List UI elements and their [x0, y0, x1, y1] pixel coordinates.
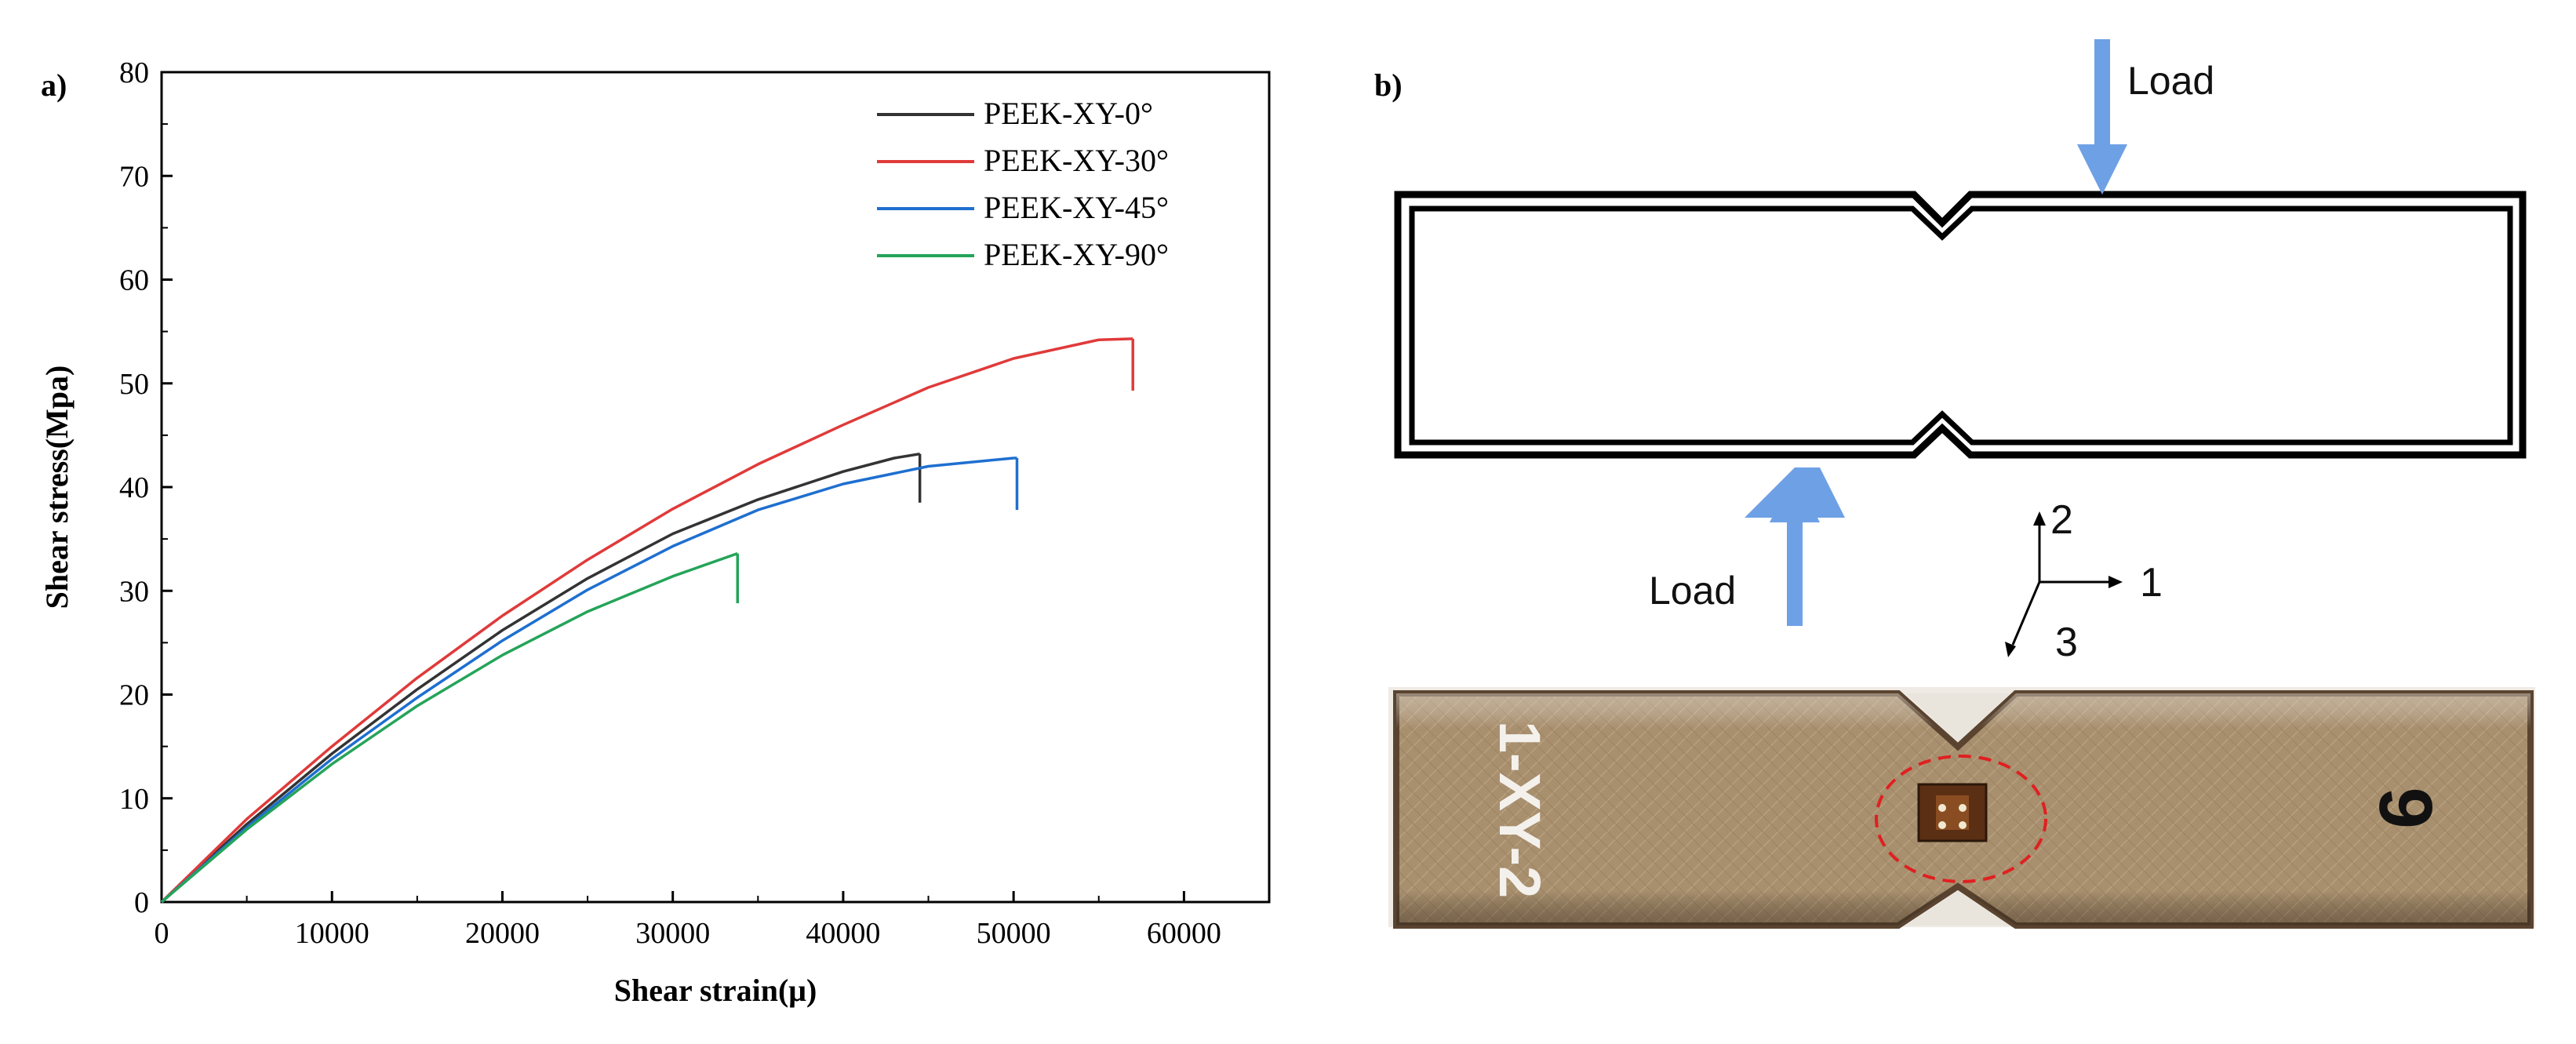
- x-tick-label: 50000: [977, 917, 1051, 950]
- specimen-marking-left: 1-XY-2: [1487, 721, 1552, 898]
- legend-label: PEEK-XY-90°: [984, 237, 1169, 272]
- panel-b-label: b): [1374, 67, 1403, 103]
- legend: PEEK-XY-0° PEEK-XY-30° PEEK-XY-45° PEEK-XY-…: [877, 96, 1169, 272]
- legend-label: PEEK-XY-45°: [984, 190, 1169, 225]
- y-tick-label: 20: [119, 679, 149, 712]
- legend-label: PEEK-XY-30°: [984, 143, 1169, 178]
- panel-a-label: a): [41, 67, 67, 103]
- load-arrow-top: [2077, 39, 2127, 195]
- y-tick-label: 30: [119, 575, 149, 608]
- x-tick-label: 30000: [635, 917, 710, 950]
- y-tick-label: 0: [134, 886, 149, 919]
- y-tick-label: 40: [119, 471, 149, 504]
- series-line-peek-xy-90: [160, 551, 738, 904]
- y-tick-label: 50: [119, 368, 149, 401]
- load-label-top: Load: [2127, 59, 2214, 103]
- x-axis-ticks: 0 10000 20000 30000 40000 50000 60000: [155, 891, 1221, 950]
- strain-gauge: [1917, 783, 1988, 842]
- y-tick-label: 80: [119, 56, 149, 89]
- y-tick-label: 10: [119, 783, 149, 816]
- series-line-peek-xy-45: [160, 457, 1014, 904]
- x-tick-label: 20000: [465, 917, 540, 950]
- x-tick-label: 60000: [1147, 917, 1221, 950]
- series-line-peek-xy-30: [160, 337, 1133, 904]
- specimen-photo: 1-XY-2 6: [1388, 687, 2535, 929]
- specimen-outline: [1394, 191, 2527, 459]
- legend-label: PEEK-XY-0°: [984, 96, 1153, 131]
- x-tick-label: 10000: [295, 917, 369, 950]
- x-tick-label: 0: [155, 917, 169, 950]
- series-layer: [160, 337, 1134, 904]
- y-axis-title: Shear stress(Mpa): [39, 366, 75, 609]
- axis-3-label: 3: [2055, 620, 2078, 665]
- gauge-highlight-circle: [1875, 755, 2047, 883]
- specimen-marking-right: 6: [2364, 787, 2448, 828]
- axis-1-label: 1: [2140, 560, 2163, 606]
- series-line-peek-xy-0: [160, 452, 920, 904]
- y-tick-label: 60: [119, 264, 149, 297]
- y-axis-ticks: 0 10 20 30 40 50 60 70 80: [119, 56, 173, 919]
- x-axis-title: Shear strain(μ): [614, 973, 817, 1008]
- panel-a-chart: a) 0 10 20 30 40 50 60 70 80 0 10000 20000 30000 400…: [39, 56, 1271, 1008]
- x-tick-label: 40000: [806, 917, 880, 950]
- coordinate-axes: [2005, 511, 2123, 657]
- load-label-bottom: Load: [1649, 569, 1736, 613]
- axis-2-label: 2: [2050, 497, 2073, 543]
- panel-b-diagram: b) Load Load 2: [1374, 39, 2535, 929]
- load-arrow-bottom: [1745, 467, 1845, 626]
- y-tick-label: 70: [119, 160, 149, 193]
